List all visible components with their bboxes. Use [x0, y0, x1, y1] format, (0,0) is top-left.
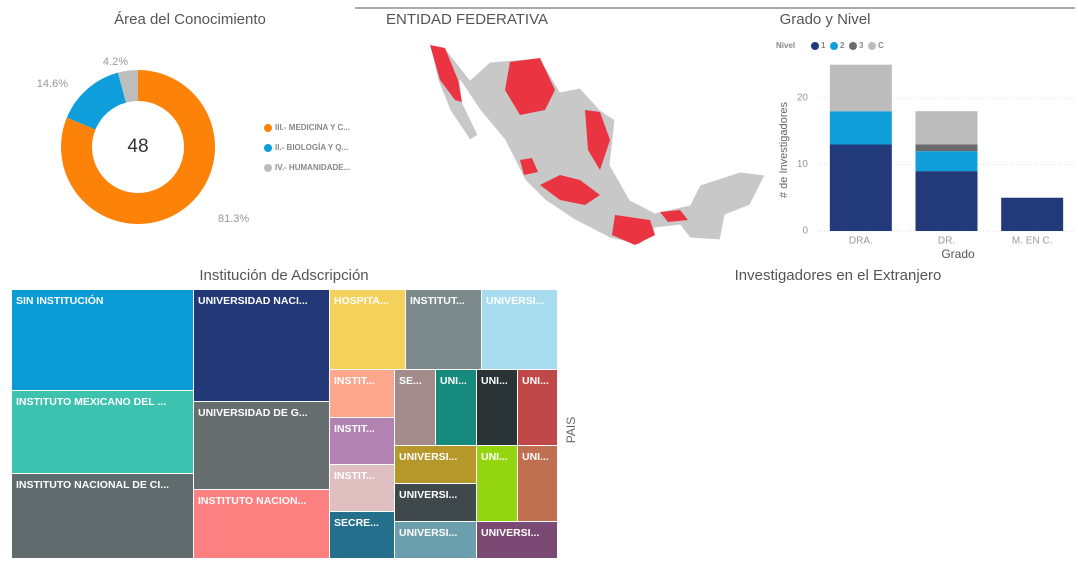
legend-label: 3	[859, 41, 864, 50]
x-axis-label: Grado	[941, 247, 975, 261]
treemap-label: UNI...	[522, 375, 549, 387]
legend-dot	[264, 124, 272, 132]
treemap-tile	[436, 370, 476, 445]
treemap-label: SE...	[399, 375, 422, 387]
treemap-tile	[395, 484, 476, 521]
treemap-tile	[330, 512, 394, 558]
foreign-title: Investigadores en el Extranjero	[735, 267, 942, 284]
treemap-title: Institución de Adscripción	[199, 267, 368, 284]
treemap-label: UNIVERSI...	[481, 527, 539, 539]
legend-dot	[264, 164, 272, 172]
treemap-label: SECRE...	[334, 517, 379, 529]
treemap-tile	[406, 290, 481, 369]
treemap-tile	[12, 290, 193, 390]
slice-label: 81.3%	[218, 213, 249, 225]
treemap-tile	[395, 370, 435, 445]
y-axis-label: # de Investigadores	[778, 101, 790, 198]
treemap-tile	[330, 290, 405, 369]
legend-label: II.- BIOLOGÍA Y Q...	[275, 143, 348, 152]
treemap-label: INSTITUTO NACION...	[198, 495, 306, 507]
treemap-label: UNIVERSI...	[486, 295, 544, 307]
treemap-label: INSTITUTO NACIONAL DE CI...	[16, 479, 169, 491]
bar-segment	[1001, 197, 1064, 231]
bar-segment	[829, 111, 892, 145]
bar-segment	[915, 171, 978, 231]
treemap-tile	[518, 446, 557, 521]
map-state	[540, 175, 600, 205]
donut-slice	[66, 72, 127, 130]
legend-dot	[811, 42, 819, 50]
treemap-tile	[330, 370, 394, 417]
treemap-tile	[395, 522, 476, 558]
treemap-label: HOSPITA...	[334, 295, 389, 307]
treemap-tile	[12, 474, 193, 558]
donut-slice	[60, 70, 215, 224]
legend-label: III.- MEDICINA Y C...	[275, 123, 350, 132]
treemap-tile	[194, 290, 329, 401]
treemap-label: INSTITUTO MEXICANO DEL ...	[16, 396, 166, 408]
map-title: ENTIDAD FEDERATIVA	[386, 11, 548, 28]
legend-label: C	[878, 41, 884, 50]
legend-dot	[264, 144, 272, 152]
bar-segment	[915, 111, 978, 145]
map-state	[585, 110, 610, 170]
y-tick-label: 10	[797, 159, 809, 170]
treemap-label: INSTIT...	[334, 470, 375, 482]
slice-label: 4.2%	[103, 56, 128, 68]
treemap-label: UNIVERSIDAD NACI...	[198, 295, 308, 307]
bar-segment	[915, 144, 978, 152]
map-state	[430, 45, 462, 102]
legend-dot	[868, 42, 876, 50]
legend-title: Nivel	[776, 41, 795, 50]
donut-total: 48	[127, 136, 148, 157]
bar-segment	[915, 151, 978, 172]
donut-slice	[117, 70, 138, 103]
treemap-label: INSTIT...	[334, 375, 375, 387]
treemap-label: UNI...	[481, 375, 508, 387]
treemap-tile	[477, 370, 517, 445]
treemap-label: UNI...	[481, 451, 508, 463]
treemap-tile	[12, 391, 193, 473]
map-state	[505, 58, 555, 115]
treemap-label: SIN INSTITUCIÓN	[16, 294, 104, 307]
bar-segment	[829, 144, 892, 231]
bar-segment	[829, 64, 892, 112]
x-tick-label: DRA.	[849, 236, 873, 247]
treemap-tile	[330, 418, 394, 464]
treemap-label: UNIVERSI...	[399, 527, 457, 539]
legend-dot	[830, 42, 838, 50]
treemap-tile	[477, 446, 517, 521]
treemap-label: INSTIT...	[334, 423, 375, 435]
map-state	[660, 210, 688, 222]
treemap-label: UNI...	[522, 451, 549, 463]
y-tick-label: 20	[797, 93, 809, 104]
map-state	[612, 215, 655, 245]
treemap-label: UNIVERSIDAD DE G...	[198, 407, 308, 419]
treemap-tile	[194, 402, 329, 489]
donut-title: Área del Conocimiento	[114, 11, 266, 28]
treemap-label: UNIVERSI...	[399, 451, 457, 463]
treemap-tile	[482, 290, 557, 369]
treemap-label: UNI...	[440, 375, 467, 387]
bar-title: Grado y Nivel	[780, 11, 871, 28]
map	[429, 44, 766, 246]
treemap-tile	[194, 490, 329, 558]
slice-label: 14.6%	[37, 78, 68, 90]
legend-label: IV.- HUMANIDADE...	[275, 163, 350, 172]
map-state	[520, 158, 538, 175]
pais-label: PAIS	[564, 417, 578, 443]
legend-label: 2	[840, 41, 845, 50]
x-tick-label: M. EN C.	[1012, 236, 1053, 247]
treemap-tile	[518, 370, 557, 445]
legend-dot	[849, 42, 857, 50]
treemap-tile	[395, 446, 476, 483]
treemap-label: INSTITUT...	[410, 295, 465, 307]
y-tick-label: 0	[802, 226, 808, 237]
treemap-tile	[330, 465, 394, 511]
treemap-tile	[477, 522, 557, 558]
x-tick-label: DR.	[938, 236, 955, 247]
legend-label: 1	[821, 41, 826, 50]
treemap-label: UNIVERSI...	[399, 489, 457, 501]
